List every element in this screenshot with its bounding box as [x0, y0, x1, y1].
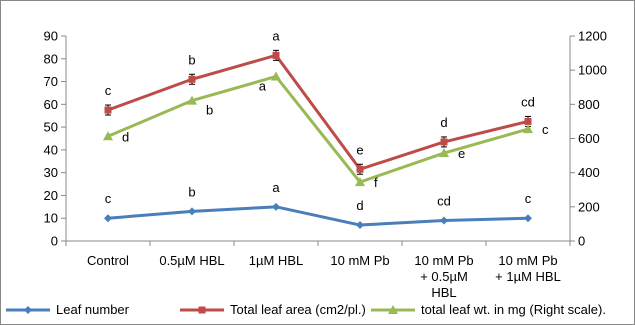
- data-point-diamond: [524, 214, 532, 223]
- data-point-diamond: [188, 207, 196, 216]
- y-right-tick-label: 0: [578, 234, 585, 249]
- series-lines: [103, 49, 533, 230]
- data-point-square: [440, 138, 448, 146]
- y-left-tick-label: 0: [51, 234, 58, 249]
- x-category-label: 10 mM Pb: [330, 253, 389, 268]
- y-right-tick-label: 800: [578, 97, 600, 112]
- series-1: [104, 202, 532, 230]
- y-left-tick-label: 80: [44, 51, 58, 66]
- y-left-tick-label: 20: [44, 188, 58, 203]
- legend: Leaf number Total leaf area (cm2/pl.) tota…: [6, 302, 606, 317]
- x-category-label-line: 0.5µM HBL: [159, 253, 224, 268]
- data-point-triangle: [523, 124, 533, 134]
- data-point-triangle: [388, 305, 398, 314]
- series-line: [107, 53, 529, 171]
- data-point-square: [272, 51, 280, 59]
- point-label: b: [188, 184, 195, 199]
- point-label: d: [440, 115, 447, 130]
- y-right-tick-label: 200: [578, 199, 600, 214]
- x-category-label-line: HBL: [431, 285, 456, 300]
- point-label: b: [206, 103, 213, 118]
- y-left-tick-label: 10: [44, 211, 58, 226]
- y-left-tick-label: 30: [44, 165, 58, 180]
- point-label: cd: [437, 194, 451, 209]
- x-category-label: 10 mM Pb + 0.5µM HBL: [414, 253, 473, 300]
- x-category-label-line: + 1µM HBL: [495, 269, 561, 284]
- point-label: a: [272, 180, 280, 195]
- point-label: a: [272, 28, 280, 43]
- data-point-square: [188, 75, 196, 83]
- data-point-triangle: [103, 131, 113, 141]
- x-category-label-line: 1µM HBL: [249, 253, 303, 268]
- series-3: [103, 71, 533, 187]
- y-right-tick-label: 1200: [578, 29, 607, 44]
- data-point-triangle: [187, 95, 197, 105]
- legend-label: total leaf wt. in mg (Right scale).: [421, 302, 606, 317]
- point-label: d: [122, 129, 129, 144]
- point-label: a: [259, 78, 267, 93]
- x-category-label: Control: [87, 253, 129, 268]
- point-label: c: [105, 191, 112, 206]
- data-point-square: [198, 306, 206, 314]
- data-point-diamond: [272, 202, 280, 211]
- y-right-tick-label: 1000: [578, 63, 607, 78]
- y-left-tick-label: 60: [44, 97, 58, 112]
- x-category-label: 10 mM Pb + 1µM HBL: [495, 253, 561, 284]
- data-point-square: [356, 165, 364, 173]
- x-category-label-line: Control: [87, 253, 129, 268]
- y-right-tick-label: 400: [578, 165, 600, 180]
- data-point-triangle: [271, 71, 281, 81]
- legend-label: Total leaf area (cm2/pl.): [230, 302, 366, 317]
- x-category-label-line: 10 mM Pb: [498, 253, 557, 268]
- legend-label: Leaf number: [56, 302, 130, 317]
- legend-entry-3: total leaf wt. in mg (Right scale).: [371, 302, 606, 317]
- series-line: [107, 205, 529, 227]
- data-point-diamond: [356, 221, 364, 230]
- y-left-tick-label: 50: [44, 120, 58, 135]
- series-line: [107, 74, 529, 184]
- point-label: cd: [521, 94, 535, 109]
- point-label: e: [458, 146, 465, 161]
- point-label: c: [525, 191, 532, 206]
- point-label: d: [356, 198, 363, 213]
- axes: 0 10 20 30 40 50 60 70 80 90 0 200 400 600 800 1000 1200…: [44, 29, 607, 301]
- x-category-label-line: 10 mM Pb: [330, 253, 389, 268]
- y-left-tick-label: 40: [44, 142, 58, 157]
- point-label: b: [188, 52, 195, 67]
- data-point-diamond: [440, 216, 448, 225]
- data-point-triangle: [355, 177, 365, 187]
- legend-entry-2: Total leaf area (cm2/pl.): [180, 302, 366, 317]
- y-left-tick-label: 70: [44, 74, 58, 89]
- y-left-tick-label: 90: [44, 29, 58, 44]
- data-point-square: [524, 117, 532, 125]
- point-label: c: [542, 122, 549, 137]
- y-right-tick-label: 600: [578, 131, 600, 146]
- data-point-triangle: [439, 148, 449, 158]
- x-category-label-line: + 0.5µM: [420, 269, 468, 284]
- point-label: f: [374, 175, 378, 190]
- legend-entry-1: Leaf number: [6, 302, 130, 317]
- data-point-square: [104, 106, 112, 114]
- x-category-label-line: 10 mM Pb: [414, 253, 473, 268]
- x-category-label: 1µM HBL: [249, 253, 303, 268]
- data-point-diamond: [24, 306, 32, 314]
- x-category-label: 0.5µM HBL: [159, 253, 224, 268]
- point-label: c: [105, 83, 112, 98]
- point-label: e: [356, 142, 363, 157]
- data-point-diamond: [104, 214, 112, 223]
